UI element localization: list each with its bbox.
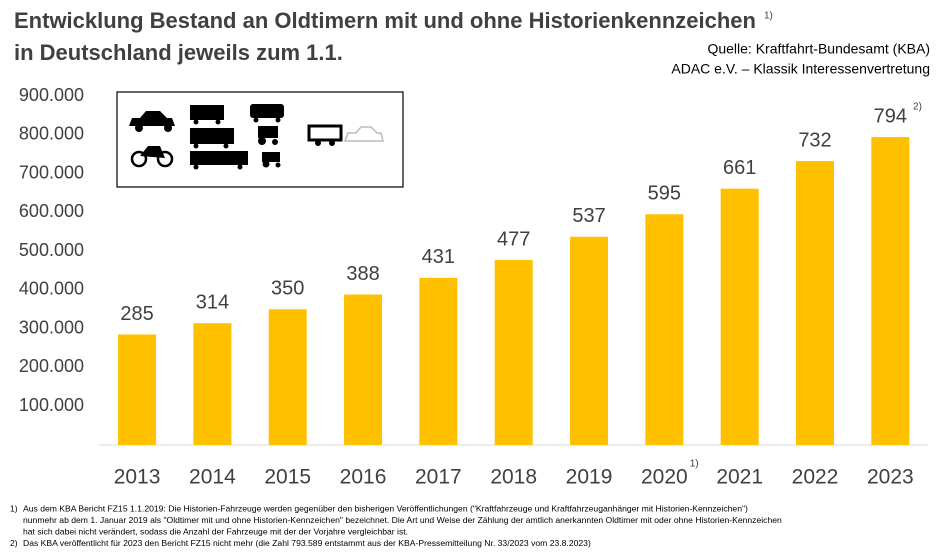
value-label: 661 [723,157,756,179]
source: Quelle: Kraftfahrt-Bundesamt (KBA) [707,41,930,57]
value-label-bg [190,291,235,316]
value-label: 732 [798,129,831,151]
bar [268,309,307,445]
bar [570,236,609,445]
footnote-line: Aus dem KBA Bericht FZ15 1.1.2019: Die H… [23,503,748,513]
value-label: 595 [648,183,681,205]
bar [344,294,383,445]
chart-title: Entwicklung Bestand an Oldtimern mit und… [14,8,756,33]
bar [419,277,458,445]
bar [118,334,157,445]
value-label: 537 [572,205,605,227]
footnote-line: Das KBA veröffentlicht für 2023 den Beri… [23,538,591,548]
y-tick-label: 900.000 [19,85,84,105]
value-label-bg [717,156,762,181]
footnote-line: hat sich dabei nicht verändert, sodass d… [23,526,408,536]
bar [645,214,684,445]
bar [494,260,533,445]
x-tick-label: 2016 [340,466,387,489]
y-tick-label: 800.000 [19,124,84,144]
x-tick-label: 2021 [716,466,763,489]
bar [871,137,910,446]
value-label: 350 [271,278,304,300]
x-tick-label: 2019 [566,466,613,489]
value-label: 388 [346,263,379,285]
x-tick-label: 2022 [792,466,839,489]
vehicle-icons [116,91,404,188]
value-label-bg [868,105,913,130]
y-tick-label: 700.000 [19,162,84,182]
x-tick-label: 2015 [264,466,311,489]
value-label-bg [115,302,160,327]
category-note: 1) [690,459,699,470]
chart-title: in Deutschland jeweils zum 1.1. [14,40,343,65]
value-label: 431 [422,246,455,268]
bar [720,188,759,445]
value-label-bg [265,277,310,302]
footnote-line: nunmehr ab dem 1. Januar 2019 als "Oldti… [23,515,782,525]
y-tick-label: 200.000 [19,356,84,376]
value-label-bg [341,262,386,287]
x-tick-label: 2020 [641,466,688,489]
value-label: 285 [120,303,153,325]
x-tick-label: 2023 [867,466,914,489]
value-label-bg [642,182,687,207]
footnote-marker: 2) [10,538,18,548]
y-tick-label: 600.000 [19,201,84,221]
value-label: 314 [196,292,229,314]
value-label-bg [491,228,536,253]
x-tick-label: 2014 [189,466,236,489]
y-tick-label: 500.000 [19,240,84,260]
y-tick-label: 300.000 [19,317,84,337]
value-label: 477 [497,228,530,250]
value-label-bg [793,129,838,154]
source: ADAC e.V. – Klassik Interessenvertretung [671,61,930,77]
value-label: 794 [874,105,907,127]
x-tick-label: 2013 [114,466,161,489]
y-tick-label: 100.000 [19,395,84,415]
title-note: 1) [764,11,773,22]
bar [193,323,232,445]
value-note: 2) [913,102,922,113]
bar [796,161,835,445]
x-tick-label: 2017 [415,466,462,489]
x-tick-label: 2018 [490,466,537,489]
value-label-bg [416,245,461,270]
value-label-bg [567,204,612,229]
footnote-marker: 1) [10,503,18,513]
y-tick-label: 400.000 [19,279,84,299]
